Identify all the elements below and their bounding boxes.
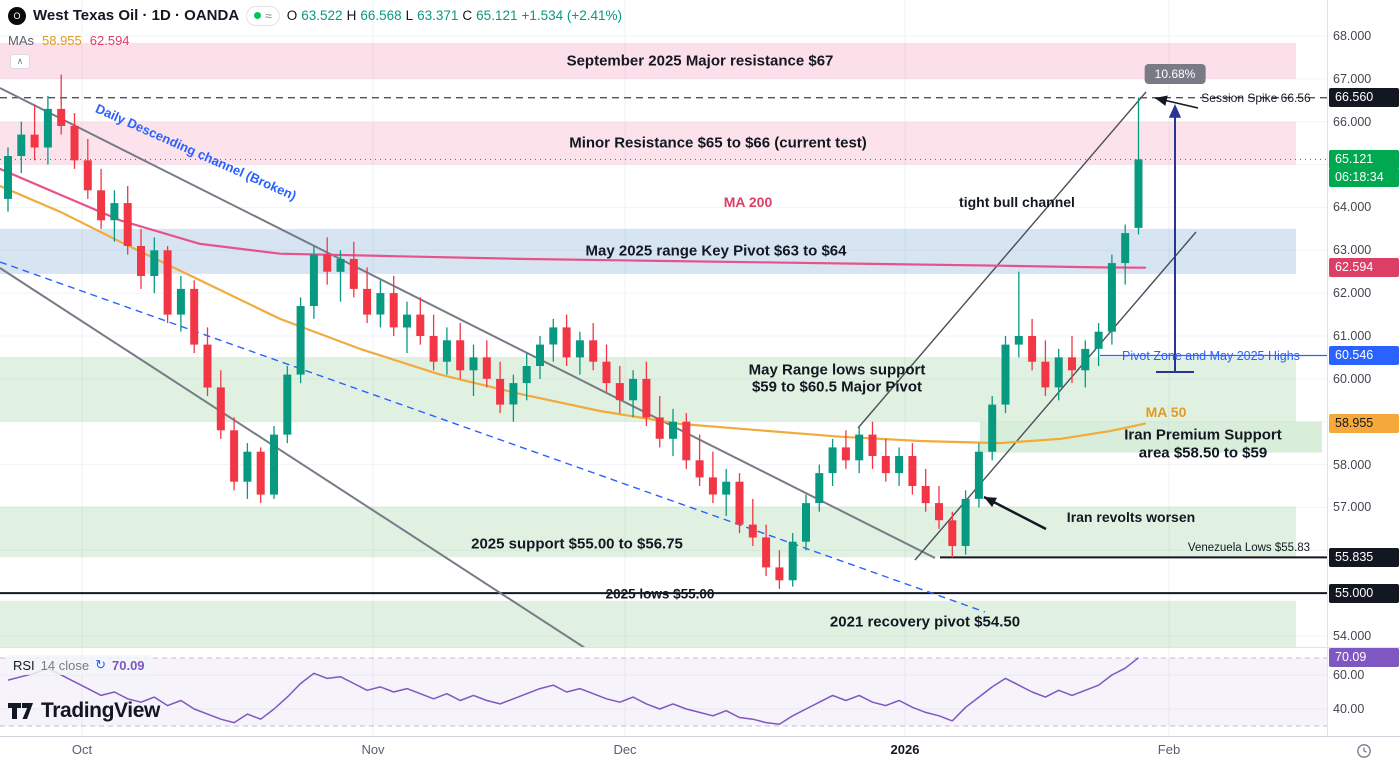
- rsi-tick: 60.00: [1333, 668, 1365, 682]
- mas-label: MAs: [8, 32, 34, 48]
- price-tick: 62.000: [1333, 286, 1372, 301]
- price-tick: 63.000: [1333, 243, 1372, 258]
- session-spike-arrow[interactable]: [1154, 95, 1199, 109]
- time-tick-nov[interactable]: Nov: [361, 742, 385, 757]
- instrument-logo-icon: O: [8, 6, 26, 25]
- change-value: +1.534 (+2.41%): [521, 8, 623, 23]
- close-value: 65.121: [476, 8, 518, 23]
- ma200-label[interactable]: MA 200: [723, 194, 773, 210]
- price-tick: 54.000: [1333, 628, 1372, 643]
- price-axis-badge[interactable]: 66.560: [1329, 88, 1399, 108]
- wave-icon: ≈: [265, 8, 272, 23]
- ohlc-row: O 63.522 H 66.568 L 63.371 C 65.121 +1.5…: [287, 8, 622, 23]
- price-tick: 64.000: [1333, 200, 1372, 215]
- session-spike-label[interactable]: Session Spike 66.56: [1201, 91, 1311, 105]
- rsi-indicator-legend[interactable]: RSI 14 close ↻ 70.09: [6, 655, 152, 675]
- tradingview-logo[interactable]: TradingView: [8, 698, 160, 724]
- ma50-label[interactable]: MA 50: [1145, 404, 1187, 420]
- rsi-tick: 40.00: [1333, 702, 1365, 716]
- symbol-legend: O West Texas Oil · 1D · OANDA ≈ O 63.522…: [8, 5, 622, 49]
- market-open-dot: [254, 12, 262, 19]
- pivot-zone-label[interactable]: Pivot Zone and May 2025 Highs: [1122, 349, 1300, 363]
- price-axis-badge[interactable]: 55.000: [1329, 583, 1399, 603]
- rsi-value: 70.09: [112, 657, 145, 673]
- rsi-params: 14 close: [40, 657, 90, 673]
- price-tick: 61.000: [1333, 328, 1372, 343]
- ma50-legend-value: 58.955: [42, 32, 82, 48]
- price-tick: 68.000: [1333, 29, 1372, 43]
- bull-channel-upper[interactable]: [857, 91, 1147, 429]
- rsi-band: [0, 658, 1327, 726]
- measure-percent-badge[interactable]: 10.68%: [1144, 64, 1206, 84]
- key-pivot-label[interactable]: May 2025 range Key Pivot $63 to $64: [585, 242, 847, 260]
- ma-50-line[interactable]: [0, 184, 1147, 445]
- price-tick: 57.000: [1333, 500, 1372, 515]
- minor-resistance-label[interactable]: Minor Resistance $65 to $66 (current tes…: [569, 134, 867, 152]
- descending-channel-mid[interactable]: [0, 261, 986, 613]
- price-tick: 58.000: [1333, 457, 1372, 472]
- iran-revolts-label[interactable]: Iran revolts worsen: [1066, 509, 1196, 525]
- symbol-title[interactable]: West Texas Oil · 1D · OANDA: [33, 7, 240, 24]
- descending-channel-lower[interactable]: [0, 267, 586, 648]
- zone-2021-recovery[interactable]: [0, 600, 1296, 653]
- measurement-arrow[interactable]: [1156, 104, 1194, 373]
- venezuela-label[interactable]: Venezuela Lows $55.83: [1187, 542, 1311, 554]
- price-axis-badge[interactable]: 06:18:34: [1329, 167, 1399, 187]
- low-label: L: [405, 8, 414, 23]
- price-axis-badge[interactable]: 58.955: [1329, 414, 1399, 434]
- iran-premium-label-2[interactable]: area $58.50 to $59: [1138, 444, 1268, 462]
- zone-minor-resistance[interactable]: [0, 121, 1296, 165]
- price-tick: 60.000: [1333, 371, 1372, 386]
- zone-september-resistance[interactable]: [0, 42, 1296, 79]
- bull-channel-label[interactable]: tight bull channel: [959, 194, 1075, 210]
- rsi-label: RSI: [13, 657, 35, 673]
- zone-2025-support[interactable]: [0, 506, 1296, 558]
- recovery-2021-label[interactable]: 2021 recovery pivot $54.50: [829, 613, 1021, 631]
- rsi-refresh-icon[interactable]: ↻: [95, 657, 106, 672]
- rsi-axis-badge[interactable]: 70.09: [1329, 648, 1399, 668]
- market-status-pill[interactable]: ≈: [246, 5, 280, 26]
- descending-channel-upper[interactable]: [0, 87, 936, 559]
- open-label: O: [286, 8, 298, 23]
- collapse-legend-button[interactable]: ∧: [10, 54, 30, 69]
- may-lows-label-2[interactable]: $59 to $60.5 Major Pivot: [751, 378, 923, 396]
- ma-200-line[interactable]: [0, 167, 1147, 269]
- sep-resistance-label[interactable]: September 2025 Major resistance $67: [566, 52, 834, 70]
- ma200-legend-value: 62.594: [89, 32, 130, 48]
- time-tick-oct[interactable]: Oct: [71, 742, 93, 757]
- time-tick-dec[interactable]: Dec: [613, 742, 637, 757]
- high-value: 66.568: [360, 8, 402, 23]
- iran-arrow[interactable]: [983, 495, 1047, 531]
- rsi-line: [7, 657, 1139, 726]
- price-axis-badge[interactable]: 55.835: [1329, 547, 1399, 567]
- price-axis-badge[interactable]: 60.546: [1329, 345, 1399, 365]
- ma-legend-row[interactable]: MAs 58.955 62.594: [8, 31, 622, 49]
- tradingview-logo-icon: [8, 703, 33, 719]
- high-label: H: [346, 8, 357, 23]
- time-tick-feb[interactable]: Feb: [1157, 742, 1181, 757]
- open-value: 63.522: [301, 8, 343, 23]
- may-lows-label-1[interactable]: May Range lows support: [748, 361, 926, 379]
- price-axis-badge[interactable]: 65.121: [1329, 149, 1399, 169]
- price-tick: 66.000: [1333, 114, 1372, 129]
- support-2025-label[interactable]: 2025 support $55.00 to $56.75: [471, 535, 683, 553]
- price-tick: 67.000: [1333, 71, 1372, 86]
- zone-iran-premium[interactable]: [980, 421, 1322, 453]
- lows-2025-label[interactable]: 2025 lows $55.00: [605, 586, 715, 602]
- time-tick-2026[interactable]: 2026: [890, 742, 920, 757]
- price-axis-badge[interactable]: 62.594: [1329, 258, 1399, 278]
- low-value: 63.371: [417, 8, 459, 23]
- candles[interactable]: [4, 74, 1143, 589]
- iran-premium-label-1[interactable]: Iran Premium Support: [1124, 426, 1282, 444]
- timezone-clock-icon[interactable]: [1356, 743, 1372, 759]
- close-label: C: [462, 8, 473, 23]
- tradingview-logo-text: TradingView: [41, 699, 160, 722]
